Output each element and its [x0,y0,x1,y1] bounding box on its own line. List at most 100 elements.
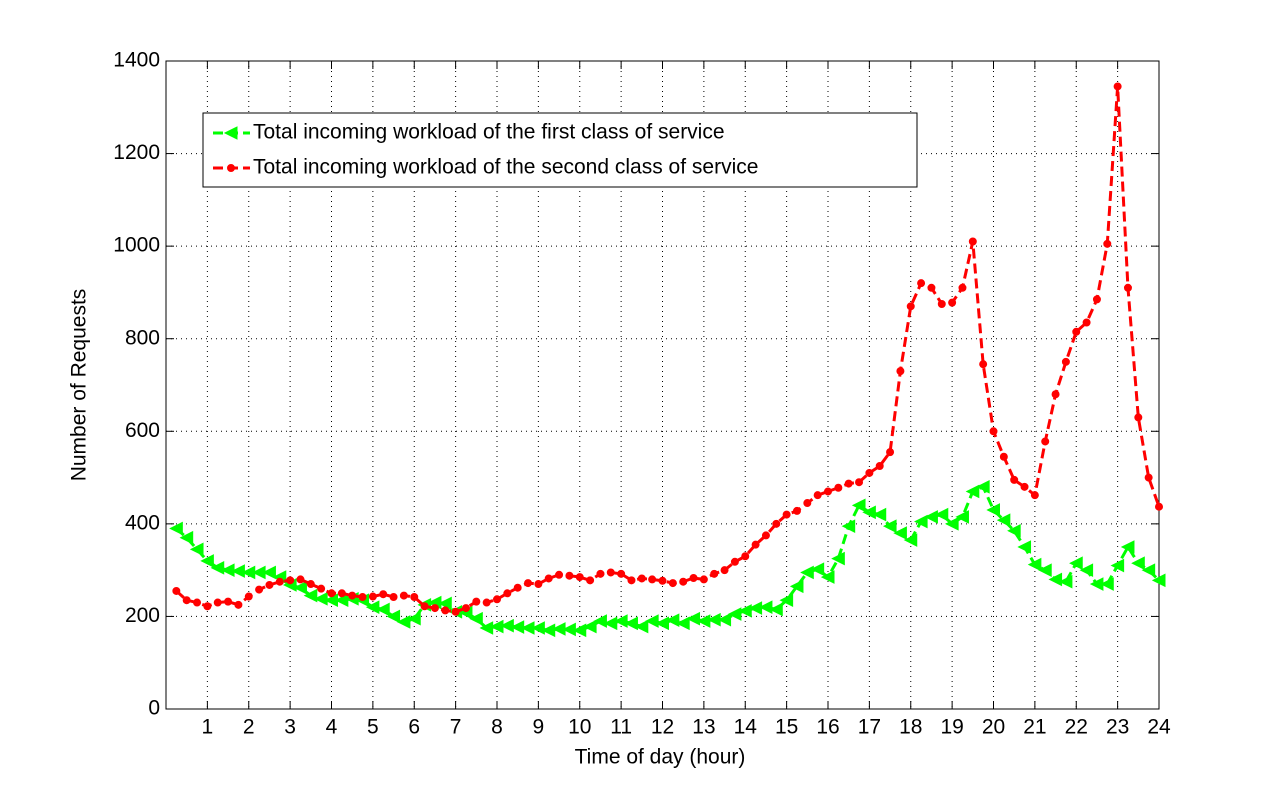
x-tick-label: 15 [775,716,798,739]
marker [800,565,814,580]
marker [472,597,481,606]
marker [738,604,752,618]
marker [614,614,628,628]
marker [679,577,688,586]
x-tick-label: 22 [1065,716,1088,739]
marker [179,530,194,545]
marker [927,283,936,292]
marker [399,591,408,600]
marker [606,568,615,577]
marker [782,510,791,519]
marker [227,164,235,172]
marker [1134,413,1143,422]
marker [430,604,439,613]
marker [831,551,845,566]
x-tick-label: 1 [202,716,214,739]
marker [676,616,690,631]
marker [1038,563,1052,577]
marker [617,569,626,578]
marker [317,584,326,593]
marker [913,514,928,529]
marker [368,592,377,601]
marker [999,452,1008,461]
marker [1141,563,1156,577]
marker [286,576,295,585]
marker [306,580,315,589]
marker [262,565,276,580]
marker [1041,437,1050,446]
marker [862,505,876,520]
marker [1061,357,1070,366]
legend: Total incoming workload of the first cla… [202,112,918,188]
y-tick-label: 1200 [113,141,160,164]
marker [686,611,701,626]
plot-frame [165,60,1160,710]
marker [844,479,853,488]
marker [1007,523,1021,538]
marker [469,611,483,626]
marker [358,592,367,601]
marker [696,614,711,628]
marker [979,360,988,369]
marker [293,580,307,595]
marker [758,600,773,614]
marker [955,510,969,524]
marker [803,499,812,508]
x-tick-label: 20 [982,716,1005,739]
marker [1155,502,1163,511]
marker [389,592,398,601]
y-tick-label: 0 [148,697,160,720]
marker [1010,475,1019,484]
marker [1051,390,1060,399]
marker [875,462,884,470]
marker [265,580,274,589]
marker [792,506,801,515]
x-axis-label: Time of day (hour) [575,746,746,769]
marker [1100,577,1114,591]
y-tick-label: 200 [125,604,160,627]
x-tick-label: 2 [243,716,255,739]
marker [637,574,646,583]
marker [751,540,760,549]
marker [730,557,739,566]
marker [855,478,864,487]
marker [1048,572,1063,587]
marker [479,621,494,635]
x-tick-label: 21 [1023,716,1046,739]
x-tick-label: 13 [692,716,715,739]
marker [275,577,284,586]
marker [810,562,825,577]
marker [582,619,597,634]
x-tick-label: 3 [284,716,296,739]
marker [555,570,564,579]
x-tick-label: 16 [816,716,839,739]
marker [976,480,990,494]
marker [924,510,938,524]
marker [665,613,680,627]
marker [348,591,357,600]
marker [886,448,895,457]
marker [386,609,401,624]
marker [1082,318,1091,327]
marker [572,623,587,638]
marker [668,579,677,588]
marker [727,607,742,621]
marker [223,126,238,140]
x-tick-label: 8 [491,716,503,739]
marker [779,593,794,608]
marker [968,237,977,246]
marker [203,602,212,611]
marker [1017,540,1032,554]
x-tick-label: 7 [450,716,462,739]
x-tick-label: 23 [1106,716,1129,739]
marker [851,498,866,513]
marker [934,507,949,522]
marker [169,521,183,536]
marker [699,575,708,584]
marker [327,589,336,598]
marker [461,604,470,613]
legend-label: Total incoming workload of the second cl… [253,156,758,179]
marker [200,554,214,568]
marker [893,526,907,540]
marker [820,570,835,584]
